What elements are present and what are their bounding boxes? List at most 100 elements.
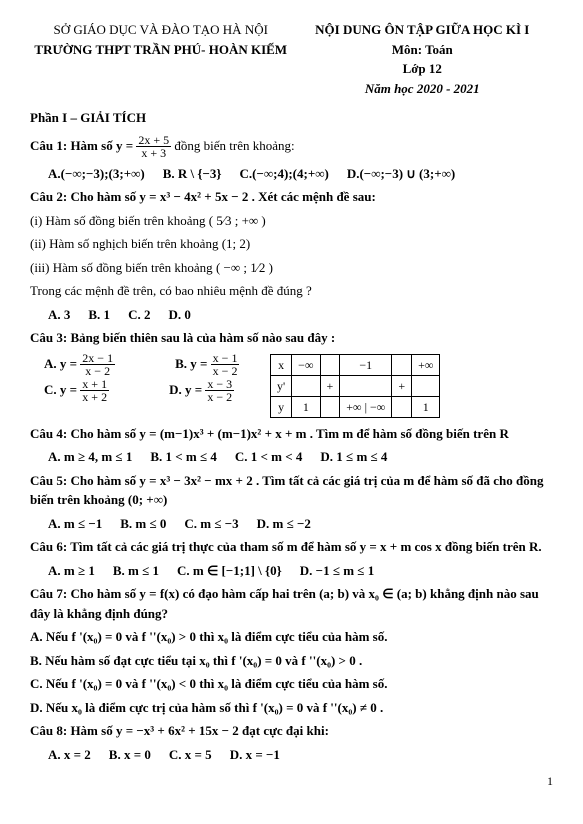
- tbl-cell: 1: [292, 396, 320, 417]
- q5-options: A. m ≤ −1 B. m ≤ 0 C. m ≤ −3 D. m ≤ −2: [48, 514, 553, 534]
- tbl-cell: +∞ | −∞: [340, 396, 392, 417]
- q6-opt-d: D. −1 ≤ m ≤ 1: [300, 561, 374, 581]
- q7-opt-d: D. Nếu x₀ là điểm cực trị của hàm số thì…: [30, 698, 553, 718]
- page-number: 1: [30, 772, 553, 790]
- q7-c-text: C. Nếu f '(x₀) = 0 và f ''(x₀) < 0 thì x…: [30, 676, 387, 691]
- q7-opt-b: B. Nếu hàm số đạt cực tiểu tại x₀ thì f …: [30, 651, 553, 671]
- q3-a-frac: 2x − 1x − 2: [80, 352, 115, 378]
- q1-frac-den: x + 3: [136, 147, 171, 160]
- question-8: Câu 8: Hàm số y = −x³ + 6x² + 15x − 2 đạ…: [30, 721, 553, 741]
- q2-opt-b: B. 1: [88, 305, 110, 325]
- q5-stem: Câu 5: Cho hàm số y = x³ − 3x² − mx + 2 …: [30, 473, 544, 508]
- q2-item-i: (i) Hàm số đồng biến trên khoảng ( 5⁄3 ;…: [30, 211, 553, 231]
- question-4: Câu 4: Cho hàm số y = (m−1)x³ + (m−1)x² …: [30, 424, 553, 444]
- q1-stem-pre: Câu 1: Hàm số y =: [30, 138, 133, 153]
- q7-b-text: B. Nếu hàm số đạt cực tiểu tại x₀ thì f …: [30, 653, 362, 668]
- q2-opt-a: A. 3: [48, 305, 70, 325]
- tbl-cell: −1: [340, 354, 392, 375]
- variation-table: x −∞ −1 +∞ y' + + y 1 +∞ | −∞ 1: [270, 354, 440, 418]
- q5-opt-c: C. m ≤ −3: [184, 514, 238, 534]
- title-line: NỘI DUNG ÔN TẬP GIỮA HỌC KÌ I: [292, 20, 554, 40]
- q2-options: A. 3 B. 1 C. 2 D. 0: [48, 305, 553, 325]
- q6-options: A. m ≥ 1 B. m ≤ 1 C. m ∈ [−1;1] \ {0} D.…: [48, 561, 553, 581]
- q1-stem-post: đồng biến trên khoảng:: [174, 138, 294, 153]
- q3-a-num: 2x − 1: [80, 352, 115, 366]
- q1-opt-d: D.(−∞;−3) ∪ (3;+∞): [347, 164, 455, 184]
- q1-opt-a: A.(−∞;−3);(3;+∞): [48, 164, 145, 184]
- q3-a-den: x − 2: [80, 365, 115, 378]
- q3-stem: Câu 3: Bảng biến thiên sau là của hàm số…: [30, 330, 335, 345]
- q6-opt-c: C. m ∈ [−1;1] \ {0}: [177, 561, 282, 581]
- tbl-cell: [340, 375, 392, 396]
- q1-opt-c: C.(−∞;4);(4;+∞): [240, 164, 329, 184]
- q7-stem: Câu 7: Cho hàm số y = f(x) có đạo hàm cấ…: [30, 586, 539, 621]
- question-3: Câu 3: Bảng biến thiên sau là của hàm số…: [30, 328, 553, 348]
- q6-opt-a: A. m ≥ 1: [48, 561, 95, 581]
- q3-d-pre: D. y =: [169, 382, 202, 397]
- question-6: Câu 6: Tìm tất cả các giá trị thực của t…: [30, 537, 553, 557]
- tbl-cell: y: [271, 396, 292, 417]
- q2-iii-pre: (iii) Hàm số đồng biến trên khoảng: [30, 260, 216, 275]
- q3-d-num: x − 3: [205, 378, 234, 392]
- q2-opt-c: C. 2: [128, 305, 150, 325]
- q1-frac-num: 2x + 5: [136, 134, 171, 148]
- q1-fraction: 2x + 5 x + 3: [136, 134, 171, 160]
- q3-c-den: x + 2: [80, 391, 109, 404]
- q5-opt-d: D. m ≤ −2: [257, 514, 311, 534]
- q2-i-interval: ( 5⁄3 ; +∞ ): [209, 213, 266, 228]
- tbl-cell: +: [392, 375, 412, 396]
- year-line: Năm học 2020 - 2021: [292, 79, 554, 99]
- tbl-cell: −∞: [292, 354, 320, 375]
- tbl-cell: [320, 354, 340, 375]
- q3-b-num: x − 1: [211, 352, 240, 366]
- table-row: y 1 +∞ | −∞ 1: [271, 396, 440, 417]
- q6-opt-b: B. m ≤ 1: [113, 561, 159, 581]
- tbl-cell: [392, 354, 412, 375]
- q2-item-iii: (iii) Hàm số đồng biến trên khoảng ( −∞ …: [30, 258, 553, 278]
- q2-i-pre: (i) Hàm số đồng biến trên khoảng: [30, 213, 209, 228]
- q2-item-ii: (ii) Hàm số nghịch biến trên khoảng (1; …: [30, 234, 553, 254]
- question-2: Câu 2: Cho hàm số y = x³ − 4x² + 5x − 2 …: [30, 187, 553, 207]
- q6-stem: Câu 6: Tìm tất cả các giá trị thực của t…: [30, 539, 542, 554]
- question-5: Câu 5: Cho hàm số y = x³ − 3x² − mx + 2 …: [30, 471, 553, 510]
- q3-b-pre: B. y =: [175, 356, 207, 371]
- q7-opt-c: C. Nếu f '(x₀) = 0 và f ''(x₀) < 0 thì x…: [30, 674, 553, 694]
- tbl-cell: [320, 396, 340, 417]
- q8-opt-a: A. x = 2: [48, 745, 91, 765]
- q2-stem: Câu 2: Cho hàm số y = x³ − 4x² + 5x − 2 …: [30, 189, 376, 204]
- q8-opt-b: B. x = 0: [109, 745, 151, 765]
- q3-opt-d: D. y = x − 3x − 2: [169, 378, 234, 404]
- q5-opt-a: A. m ≤ −1: [48, 514, 102, 534]
- subject-line: Môn: Toán: [292, 40, 554, 60]
- q1-options: A.(−∞;−3);(3;+∞) B. R \ {−3} C.(−∞;4);(4…: [48, 164, 553, 184]
- q4-stem: Câu 4: Cho hàm số y = (m−1)x³ + (m−1)x² …: [30, 426, 509, 441]
- header-left: SỞ GIÁO DỤC VÀ ĐÀO TẠO HÀ NỘI TRƯỜNG THP…: [30, 20, 292, 98]
- q4-opt-c: C. 1 < m < 4: [235, 447, 303, 467]
- q3-opts-row1: A. y = 2x − 1x − 2 B. y = x − 1x − 2: [44, 352, 250, 378]
- q3-d-den: x − 2: [205, 391, 234, 404]
- question-1: Câu 1: Hàm số y = 2x + 5 x + 3 đồng biến…: [30, 134, 553, 160]
- q7-opt-a: A. Nếu f '(x₀) = 0 và f ''(x₀) > 0 thì x…: [30, 627, 553, 647]
- tbl-cell: [392, 396, 412, 417]
- q3-c-pre: C. y =: [44, 382, 77, 397]
- q3-opts-row2: C. y = x + 1x + 2 D. y = x − 3x − 2: [44, 378, 250, 404]
- q3-opt-c: C. y = x + 1x + 2: [44, 378, 109, 404]
- q1-opt-b: B. R \ {−3}: [163, 164, 222, 184]
- q7-a-text: A. Nếu f '(x₀) = 0 và f ''(x₀) > 0 thì x…: [30, 629, 387, 644]
- q8-opt-c: C. x = 5: [169, 745, 212, 765]
- tbl-cell: [412, 375, 440, 396]
- q4-opt-a: A. m ≥ 4, m ≤ 1: [48, 447, 132, 467]
- question-7: Câu 7: Cho hàm số y = f(x) có đạo hàm cấ…: [30, 584, 553, 623]
- q4-opt-d: D. 1 ≤ m ≤ 4: [320, 447, 387, 467]
- q2-ask: Trong các mệnh đề trên, có bao nhiêu mện…: [30, 281, 553, 301]
- tbl-cell: 1: [412, 396, 440, 417]
- q8-opt-d: D. x = −1: [230, 745, 280, 765]
- org-line-2: TRƯỜNG THPT TRẦN PHÚ- HOÀN KIẾM: [30, 40, 292, 60]
- q3-c-frac: x + 1x + 2: [80, 378, 109, 404]
- q5-opt-b: B. m ≤ 0: [120, 514, 166, 534]
- header: SỞ GIÁO DỤC VÀ ĐÀO TẠO HÀ NỘI TRƯỜNG THP…: [30, 20, 553, 98]
- grade-line: Lớp 12: [292, 59, 554, 79]
- q4-options: A. m ≥ 4, m ≤ 1 B. 1 < m ≤ 4 C. 1 < m < …: [48, 447, 553, 467]
- q3-c-num: x + 1: [80, 378, 109, 392]
- q4-opt-b: B. 1 < m ≤ 4: [150, 447, 217, 467]
